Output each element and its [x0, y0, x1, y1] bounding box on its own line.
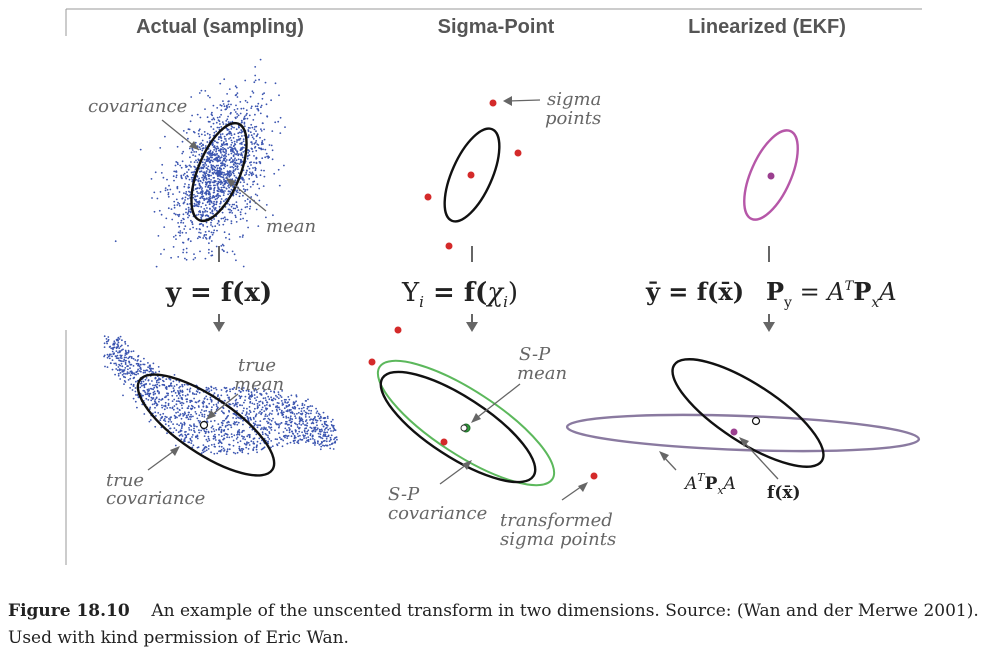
- true-mean-point-ekf: [751, 416, 761, 426]
- label-fxbar: f(x̄): [767, 483, 801, 503]
- label-true-mean-line2: mean: [234, 374, 284, 395]
- label-sp-covariance-line1: S-P: [388, 484, 420, 505]
- sp-covariance-ellipse: [376, 359, 556, 487]
- arrow-sp-covariance-head: [462, 460, 472, 470]
- arrow-sp-mean-head: [471, 413, 481, 423]
- atpa-p: P: [705, 474, 718, 494]
- arrow-mean-head: [226, 178, 236, 187]
- transformed-sigma-point-3: [440, 438, 448, 446]
- arrow-mean: [227, 179, 267, 212]
- atpa-a: A: [683, 474, 697, 494]
- label-transformed-line1: transformed: [500, 510, 613, 531]
- arrow-true-covariance-head: [170, 446, 180, 456]
- equation-actual: y = f(x): [165, 278, 272, 308]
- true-covariance-ellipse-ekf: [671, 358, 825, 468]
- ekf-input-mean: [767, 172, 775, 180]
- sigma-point-1: [489, 99, 497, 107]
- ekf-output-ellipse: [565, 413, 921, 453]
- sigma-point-3: [424, 193, 432, 201]
- label-true-covariance-line2: covariance: [106, 488, 205, 509]
- label-covariance: covariance: [88, 96, 187, 117]
- true-mean-point: [199, 420, 209, 430]
- label-sp-mean-line1: S-P: [519, 344, 551, 365]
- caption-figure-number: Figure 18.10: [8, 601, 130, 621]
- eq-equals-a: = A: [792, 278, 845, 306]
- flow-arrow-ekf: [763, 322, 775, 332]
- flow-arrow-sigma: [466, 322, 478, 332]
- equation-sigma-point: Υi = f(χi): [401, 278, 518, 311]
- figure-caption: Figure 18.10 An example of the unscented…: [8, 598, 983, 652]
- transformed-sigma-point-2: [368, 358, 376, 366]
- label-sp-mean-line2: mean: [517, 363, 567, 384]
- ekf-output-mean: [730, 428, 738, 436]
- flow-arrow-actual: [213, 322, 225, 332]
- eq-close: ): [508, 278, 518, 308]
- sigma-input-ellipse: [443, 127, 501, 223]
- eq-py-sub: y: [783, 295, 792, 311]
- arrow-fxbar: [741, 439, 779, 480]
- title-actual: Actual (sampling): [136, 16, 304, 38]
- atpa-sub: x: [717, 484, 724, 497]
- true-covariance-ellipse-overlay: [379, 370, 537, 484]
- title-ekf: Linearized (EKF): [688, 16, 846, 38]
- label-sp-covariance-line2: covariance: [388, 503, 487, 524]
- arrow-sigma-points-head: [503, 96, 512, 106]
- label-atpa: ATPxA: [683, 471, 736, 497]
- title-sigma-point: Sigma-Point: [438, 16, 555, 38]
- eq-upsilon-sub: i: [419, 293, 424, 311]
- eq-py: P: [766, 277, 784, 306]
- arrow-fxbar-head: [739, 437, 749, 447]
- label-true-mean-line1: true: [238, 355, 276, 376]
- arrow-true-mean-head: [206, 410, 216, 420]
- sigma-point-2: [514, 149, 522, 157]
- eq-px-sub: x: [871, 295, 879, 311]
- actual-mean-point: [216, 170, 222, 176]
- ekf-input-ellipse: [743, 129, 799, 221]
- arrow-sp-mean: [473, 383, 521, 421]
- equation-ekf-mean: ȳ = f(x̄): [645, 277, 744, 306]
- sample-cloud-output: [103, 335, 338, 455]
- eq-a-right: A: [877, 278, 896, 306]
- eq-chi-sub: i: [503, 293, 508, 311]
- arrow-transformed-head: [578, 482, 588, 492]
- label-sigma-points-line1: sigma: [547, 89, 601, 110]
- transformed-sigma-point-4: [590, 472, 598, 480]
- true-mean-point-sigma: [460, 424, 468, 432]
- label-transformed-line2: sigma points: [500, 529, 616, 550]
- arrow-covariance-head: [189, 141, 199, 150]
- eq-a-sup: T: [845, 279, 855, 294]
- sigma-point-center: [467, 171, 475, 179]
- label-true-covariance-line1: true: [106, 470, 144, 491]
- eq-chi: χ: [485, 278, 505, 308]
- true-covariance-ellipse: [136, 373, 276, 477]
- actual-covariance-ellipse: [190, 121, 248, 223]
- transformed-sigma-point-1: [394, 326, 402, 334]
- label-sigma-points-line2: points: [545, 108, 601, 129]
- eq-upsilon: Υ: [401, 278, 420, 308]
- arrow-atpa-head: [659, 451, 669, 461]
- sigma-point-4: [445, 242, 453, 250]
- label-mean: mean: [266, 216, 316, 237]
- atpa-a-right: A: [722, 474, 736, 494]
- eq-px: P: [853, 277, 871, 306]
- caption-text: An example of the unscented transform in…: [8, 601, 979, 648]
- eq-f-open: = f(: [424, 278, 487, 308]
- arrow-sigma-points: [507, 99, 541, 102]
- equation-ekf-covariance: Py = ATPxA: [766, 277, 897, 311]
- atpa-sup: T: [697, 471, 706, 484]
